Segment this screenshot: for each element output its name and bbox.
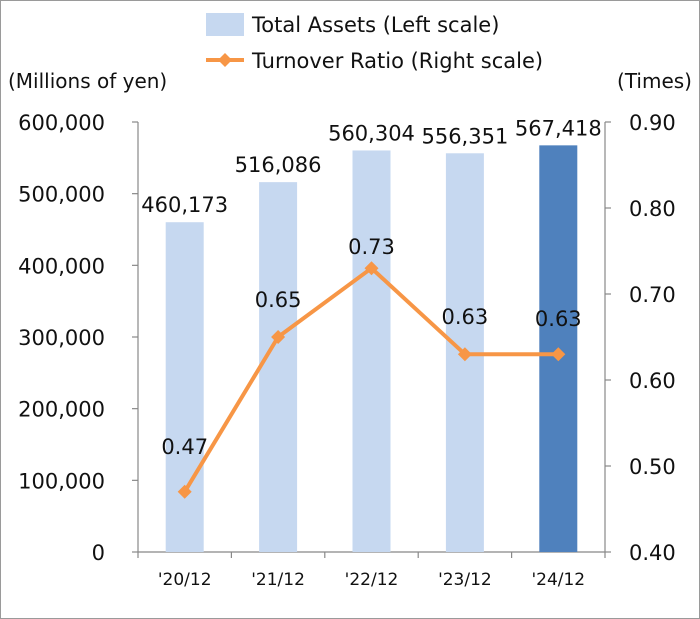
bar-value-label: 460,173: [141, 193, 228, 217]
legend-label-turnover-ratio: Turnover Ratio (Right scale): [251, 49, 543, 73]
line-value-label: 0.63: [535, 307, 582, 331]
legend: Total Assets (Left scale) Turnover Ratio…: [206, 13, 543, 73]
bar-total-assets: [259, 182, 298, 552]
bar-total-assets: [352, 150, 391, 553]
bar-value-label: 560,304: [328, 121, 415, 145]
line-point-marker: [551, 347, 566, 362]
line-point-marker: [364, 261, 379, 276]
x-axis-ticks: '20/12 '21/12 '22/12 '23/12 '24/12: [137, 552, 606, 590]
x-tick-label: '23/12: [438, 570, 492, 590]
left-tick-label: 400,000: [18, 254, 105, 278]
line-series-turnover-ratio: [177, 261, 566, 499]
x-tick-label: '21/12: [251, 570, 305, 590]
right-tick-label: 0.90: [629, 111, 676, 135]
line-point-marker: [457, 347, 472, 362]
right-axis-ticks: 0.40 0.50 0.60 0.70 0.80 0.90: [605, 111, 676, 565]
left-tick-label: 100,000: [18, 469, 105, 493]
left-tick-label: 600,000: [18, 111, 105, 135]
line-value-label: 0.47: [161, 435, 208, 459]
left-axis-unit: (Millions of yen): [8, 69, 167, 93]
x-tick-label: '22/12: [345, 570, 399, 590]
line-value-label: 0.65: [255, 288, 302, 312]
left-tick-label: 200,000: [18, 398, 105, 422]
legend-label-total-assets: Total Assets (Left scale): [251, 13, 499, 37]
bar-value-label: 567,418: [515, 116, 602, 140]
legend-marker-turnover-ratio: [218, 53, 232, 67]
bar-total-assets: [165, 222, 204, 552]
line-value-label: 0.63: [442, 305, 489, 329]
x-tick-label: '20/12: [158, 570, 212, 590]
legend-swatch-total-assets: [206, 13, 244, 36]
line-value-label: 0.73: [348, 235, 395, 259]
right-tick-label: 0.80: [629, 197, 676, 221]
left-axis-ticks: 0 100,000 200,000 300,000 400,000 500,000 600,…: [18, 111, 138, 565]
left-tick-label: 0: [92, 541, 105, 565]
left-tick-label: 500,000: [18, 183, 105, 207]
right-tick-label: 0.60: [629, 369, 676, 393]
right-tick-label: 0.70: [629, 283, 676, 307]
right-tick-label: 0.50: [629, 455, 676, 479]
left-tick-label: 300,000: [18, 326, 105, 350]
bar-value-label: 556,351: [421, 124, 508, 148]
line-point-marker: [271, 330, 286, 344]
x-tick-label: '24/12: [531, 570, 585, 590]
right-axis-unit: (Times): [617, 69, 692, 93]
bar-value-label: 516,086: [235, 153, 322, 177]
line-data-labels: 0.47 0.65 0.73 0.63 0.63: [161, 235, 581, 459]
line-point-marker: [177, 484, 192, 499]
right-tick-label: 0.40: [629, 541, 676, 565]
